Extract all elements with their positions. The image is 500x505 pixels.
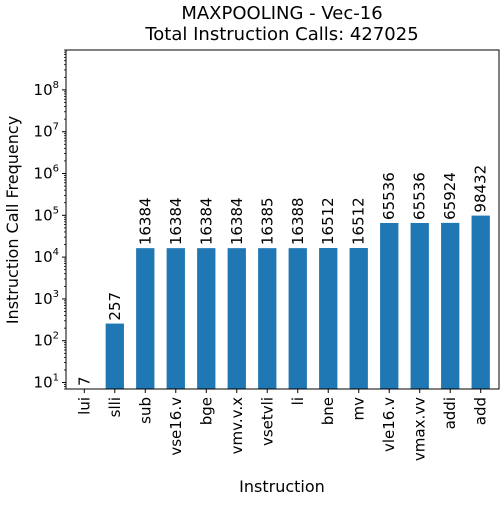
x-tick-label: vmv.v.x bbox=[228, 397, 246, 454]
data-label: 16512 bbox=[319, 197, 337, 245]
bar bbox=[258, 248, 277, 389]
plot-frame bbox=[65, 49, 500, 390]
x-tick-label: lui bbox=[75, 397, 93, 415]
y-tick-exponent: 5 bbox=[53, 205, 59, 216]
data-labels-layer: 7 257 16384 16384 16384 16384 16385 16388 16512 1… bbox=[75, 165, 489, 386]
bar bbox=[319, 248, 338, 389]
y-tick-exponent: 4 bbox=[53, 247, 59, 258]
data-label: 16384 bbox=[197, 197, 215, 245]
bar bbox=[227, 248, 246, 389]
y-tick-base: 10 bbox=[34, 206, 53, 224]
y-tick-label: 106 bbox=[34, 164, 59, 183]
y-tick-base: 10 bbox=[34, 332, 53, 350]
y-tick-label: 107 bbox=[34, 122, 59, 141]
y-tick-label: 108 bbox=[34, 80, 59, 99]
y-tick-exponent: 8 bbox=[53, 80, 59, 91]
x-tick-label: mv bbox=[350, 397, 368, 421]
x-tick-label: li bbox=[289, 397, 307, 405]
bar bbox=[410, 222, 429, 389]
y-tick-base: 10 bbox=[34, 165, 53, 183]
data-label: 65536 bbox=[380, 172, 398, 220]
y-tick-label: 102 bbox=[34, 331, 59, 350]
y-tick-exponent: 3 bbox=[53, 289, 59, 300]
data-label: 16388 bbox=[289, 197, 307, 245]
data-label: 16512 bbox=[350, 197, 368, 245]
bar bbox=[288, 248, 307, 389]
y-tick-label: 105 bbox=[34, 205, 59, 224]
y-tick-exponent: 7 bbox=[53, 122, 59, 133]
data-label: 98432 bbox=[472, 165, 490, 213]
data-label: 257 bbox=[106, 292, 124, 321]
chart-subtitle: Total Instruction Calls: 427025 bbox=[144, 24, 418, 45]
x-tick-label: vsetvli bbox=[258, 397, 276, 446]
data-label: 16384 bbox=[136, 197, 154, 245]
bar bbox=[197, 248, 216, 389]
bar bbox=[166, 248, 185, 389]
x-tick-label: bne bbox=[319, 397, 337, 425]
bar bbox=[349, 248, 368, 389]
x-tick-label: vle16.v bbox=[380, 397, 398, 452]
x-tick-label: vse16.v bbox=[167, 397, 185, 456]
y-tick-label: 103 bbox=[34, 289, 59, 308]
data-label: 7 bbox=[75, 376, 93, 386]
data-label: 65536 bbox=[411, 172, 429, 220]
data-label: 16384 bbox=[167, 197, 185, 245]
data-label: 16384 bbox=[228, 197, 246, 245]
y-tick-exponent: 6 bbox=[53, 164, 59, 175]
bar bbox=[471, 215, 490, 389]
y-tick-exponent: 1 bbox=[53, 373, 59, 384]
bar bbox=[136, 248, 155, 389]
y-tick-label: 104 bbox=[34, 247, 59, 266]
y-tick-base: 10 bbox=[34, 123, 53, 141]
y-tick-exponent: 2 bbox=[53, 331, 59, 342]
bar bbox=[441, 222, 460, 389]
x-axis-ticks: lui slli sub vse16.v bge vmv.v.x vsetvli li bne m… bbox=[75, 389, 490, 461]
bars-layer bbox=[105, 215, 490, 389]
x-tick-label: slli bbox=[106, 397, 124, 417]
y-tick-base: 10 bbox=[34, 248, 53, 266]
x-axis-label: Instruction bbox=[239, 477, 325, 496]
chart-title: MAXPOOLING - Vec-16 bbox=[181, 3, 382, 24]
data-label: 65924 bbox=[441, 172, 459, 220]
x-tick-label: add bbox=[472, 397, 490, 425]
x-tick-label: sub bbox=[136, 397, 154, 424]
data-label: 16385 bbox=[258, 197, 276, 245]
bar bbox=[380, 222, 399, 389]
x-tick-label: bge bbox=[197, 397, 215, 425]
y-tick-label: 101 bbox=[34, 373, 59, 392]
x-tick-label: addi bbox=[441, 397, 459, 429]
y-tick-base: 10 bbox=[34, 374, 53, 392]
x-tick-label: vmax.vv bbox=[411, 397, 429, 461]
y-axis-label: Instruction Call Frequency bbox=[3, 116, 22, 324]
y-tick-base: 10 bbox=[34, 290, 53, 308]
bar bbox=[105, 323, 124, 389]
y-tick-base: 10 bbox=[34, 81, 53, 99]
